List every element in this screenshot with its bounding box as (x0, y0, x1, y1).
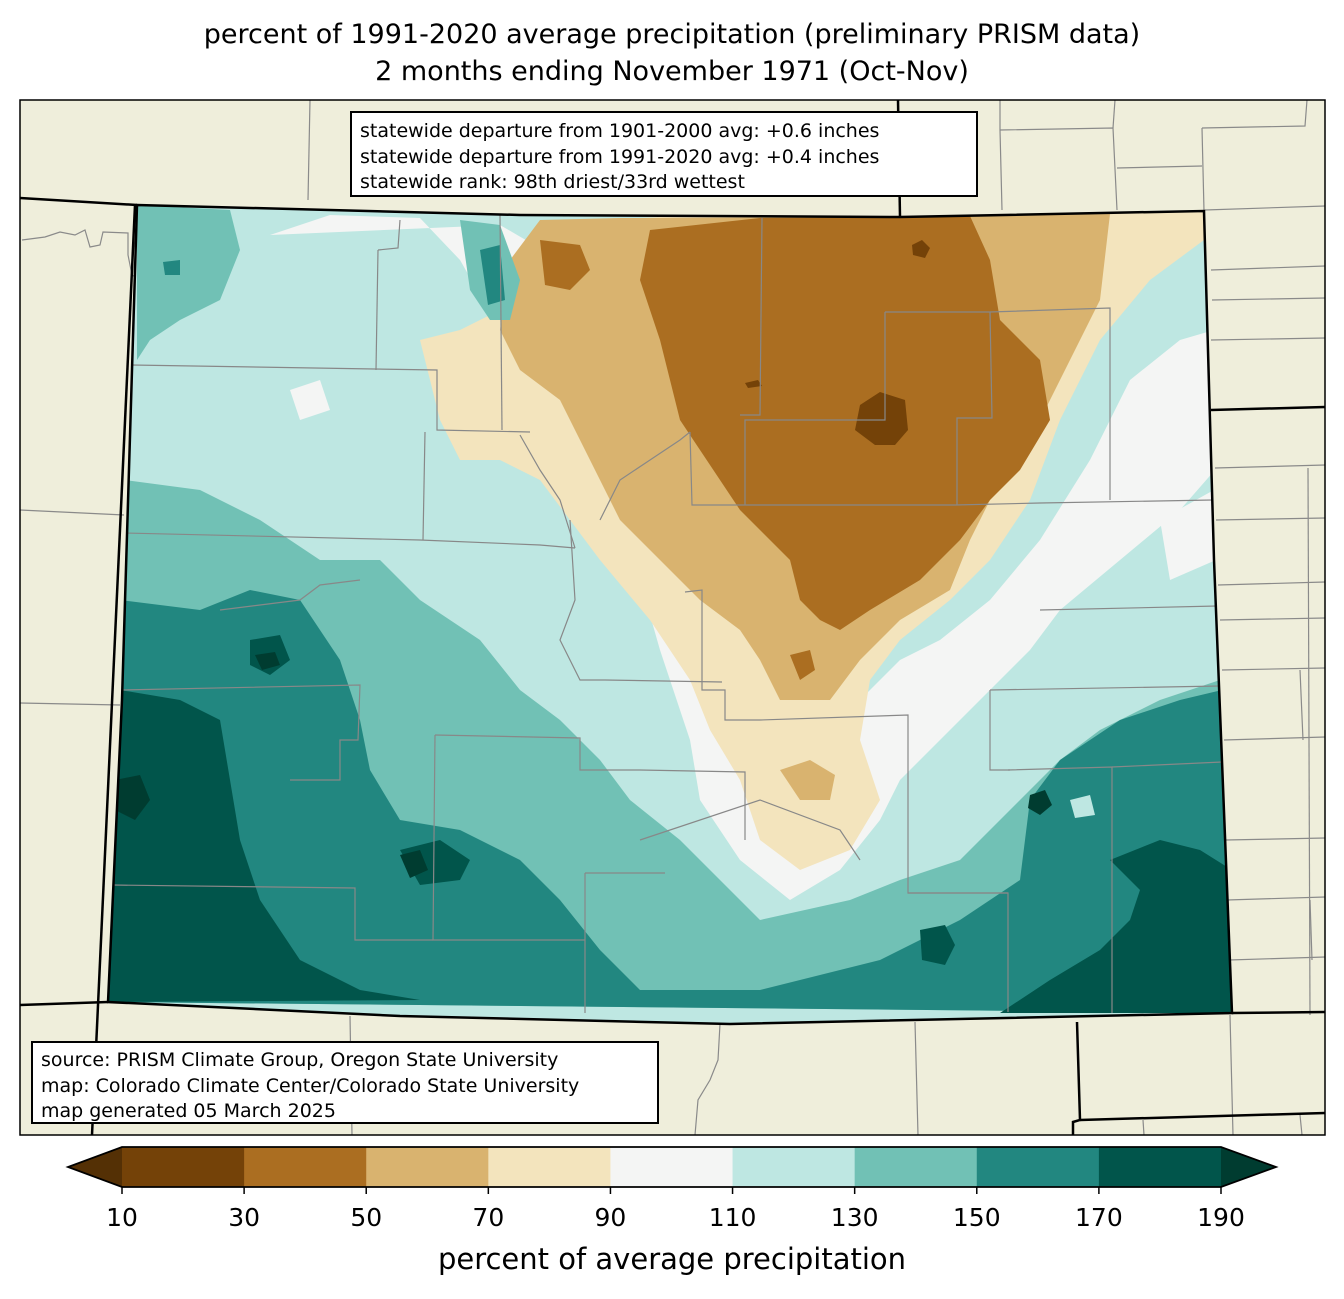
contour-10-30-b (912, 240, 930, 258)
stats-line-2: statewide departure from 1991-2020 avg: … (360, 145, 880, 168)
statewide-stats-box: statewide departure from 1901-2000 avg: … (350, 111, 978, 197)
title-line-2: 2 months ending November 1971 (Oct-Nov) (375, 56, 969, 87)
contour-90-110-nw (290, 380, 330, 420)
wyoming-border (20, 196, 138, 207)
contour-150-170-nw (480, 245, 505, 305)
colorbar-bin-30-50 (244, 1147, 367, 1187)
contour-over-190-a (1028, 790, 1052, 815)
colorbar-tick-label: 70 (472, 1203, 505, 1232)
colorbar-bin-90-110 (610, 1147, 734, 1187)
stats-line-3: statewide rank: 98th driest/33rd wettest (360, 171, 745, 193)
source-line-2: map: Colorado Climate Center/Colorado St… (41, 1074, 580, 1097)
source-info-box: source: PRISM Climate Group, Oregon Stat… (31, 1041, 659, 1124)
source-line-1: source: PRISM Climate Group, Oregon Stat… (41, 1049, 559, 1071)
contour-30-50-s (790, 650, 815, 680)
contour-30-50-nw (540, 240, 590, 290)
colorbar-bin-110-130 (732, 1147, 856, 1187)
colorbar-bin-170-190 (1098, 1147, 1222, 1187)
stats-line-1: statewide departure from 1901-2000 avg: … (360, 120, 880, 142)
kansas-border (1210, 405, 1325, 412)
colorbar-tick-label: 150 (952, 1203, 1001, 1232)
contour-150-170-nw2 (163, 260, 180, 275)
contour-150-170-sw (108, 590, 1232, 1013)
precip-contours (108, 205, 1232, 1024)
oklahoma-border (1231, 1010, 1325, 1015)
colorbar-bin-150-170 (976, 1147, 1100, 1187)
contour-170-190-se2 (920, 925, 955, 965)
map-frame (19, 99, 1326, 1136)
utah-border (90, 204, 137, 1135)
colorbar-tick-label: 10 (106, 1203, 138, 1232)
colorbar (65, 1146, 1279, 1194)
nm-border (20, 1000, 109, 1007)
title-line-1: percent of 1991-2020 average precipitati… (203, 19, 1141, 50)
colorbar-bin-70-90 (488, 1147, 611, 1187)
colorbar-under-arrow (68, 1147, 122, 1187)
colorbar-bin-10-30 (122, 1147, 245, 1187)
state-boundaries (20, 100, 1325, 1135)
contour-110-130-se (1070, 795, 1095, 818)
contour-10-30-c (745, 380, 762, 388)
contour-50-70-nw (520, 290, 590, 340)
colorado-county-lines (109, 214, 1223, 1013)
contour-130-150-nw (137, 205, 240, 360)
contour-90-110-east (1160, 490, 1216, 580)
colorbar-bin-50-70 (366, 1147, 489, 1187)
colorbar-tick-label: 50 (350, 1203, 383, 1232)
tx-border2 (1079, 1111, 1325, 1122)
contour-over-190-d (255, 652, 280, 670)
contour-10-30-a (855, 392, 908, 445)
colorbar-tick-label: 130 (830, 1203, 879, 1232)
contour-170-190-sw (108, 690, 420, 1002)
colorbar-bin-130-150 (854, 1147, 978, 1187)
colorbar-tick-label: 190 (1197, 1203, 1245, 1232)
colorbar-tick-label: 30 (228, 1203, 261, 1232)
contour-50-70-south (780, 760, 835, 800)
colorbar-tick-label: 90 (594, 1203, 627, 1232)
colorbar-over-arrow (1221, 1147, 1276, 1187)
colorbar-tick-label: 170 (1075, 1203, 1123, 1232)
contour-30-50 (640, 216, 1050, 630)
colorbar-label: percent of average precipitation (437, 1242, 907, 1276)
tx-border (1071, 1021, 1082, 1135)
contour-over-190-c (400, 850, 428, 878)
source-line-3: map generated 05 March 2025 (41, 1100, 336, 1122)
contour-170-190-se (1000, 840, 1232, 1013)
colorbar-tick-label: 110 (708, 1203, 757, 1232)
contour-over-190-b (115, 775, 150, 820)
